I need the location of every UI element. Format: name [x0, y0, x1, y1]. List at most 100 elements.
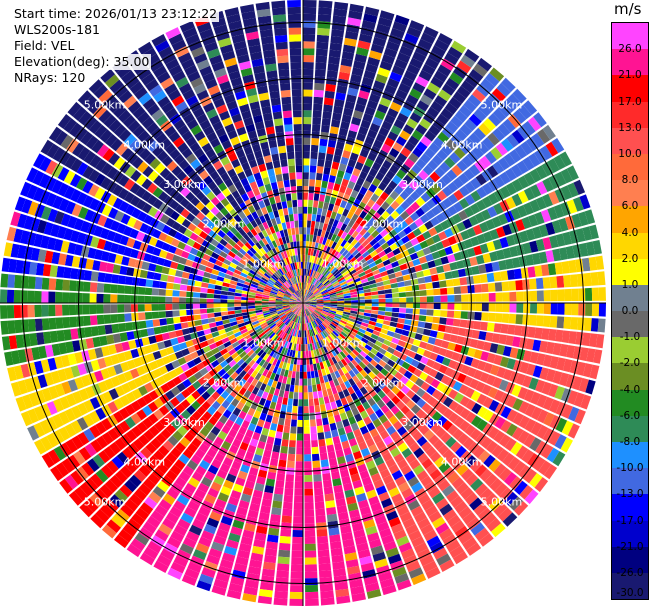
ray-gate — [275, 300, 283, 302]
ray-gate — [276, 296, 283, 299]
ray-gate — [430, 183, 442, 194]
ray-gate — [357, 419, 366, 429]
ray-gate — [97, 357, 107, 369]
ray-gate — [542, 177, 554, 192]
ray-gate — [314, 405, 321, 413]
ray-gate — [92, 454, 105, 468]
ray-gate — [409, 112, 422, 124]
ray-gate — [411, 482, 423, 493]
ray-gate — [539, 367, 550, 380]
ray-gate — [217, 405, 227, 415]
ray-gate — [232, 272, 240, 279]
ray-gate — [371, 202, 381, 212]
ray-gate — [303, 378, 308, 386]
ray-gate — [192, 241, 202, 250]
ray-gate — [312, 460, 321, 468]
ray-gate — [459, 420, 471, 432]
ray-gate — [289, 298, 297, 301]
ray-gate — [518, 415, 530, 429]
ray-gate — [378, 165, 389, 176]
ray-gate — [409, 252, 419, 261]
ray-gate — [433, 309, 441, 317]
ray-gate — [342, 418, 350, 428]
ray-gate — [286, 280, 292, 287]
ray-gate — [205, 211, 215, 221]
ray-gate — [6, 305, 15, 319]
ray-gate — [96, 304, 104, 314]
ray-gate — [403, 255, 412, 263]
ray-gate — [100, 162, 113, 176]
ray-gate — [405, 206, 415, 216]
ray-gate — [241, 300, 248, 303]
ray-gate — [303, 364, 307, 372]
ray-gate — [366, 340, 375, 348]
ray-gate — [460, 80, 475, 93]
ray-gate — [161, 332, 170, 341]
ray-gate — [145, 279, 154, 288]
ray-gate — [410, 212, 420, 222]
ray-gate — [175, 270, 183, 278]
ray-gate — [76, 162, 89, 176]
ray-gate — [311, 138, 320, 146]
ray-gate — [488, 113, 502, 127]
ray-gate — [208, 368, 218, 377]
ray-gate — [242, 343, 250, 351]
ray-gate — [441, 174, 452, 185]
ray-gate — [432, 361, 442, 371]
ray-gate — [323, 305, 331, 308]
ray-gate — [474, 312, 482, 321]
ray-gate — [461, 294, 469, 302]
ray-gate — [272, 358, 278, 366]
ray-gate — [245, 398, 253, 408]
ray-gate — [286, 264, 291, 272]
ray-gate — [170, 210, 180, 221]
ray-gate — [366, 100, 378, 110]
ray-gate — [432, 154, 444, 166]
ray-gate — [129, 474, 142, 488]
ray-gate — [292, 315, 297, 322]
ray-gate — [95, 158, 107, 172]
ray-gate — [110, 220, 120, 232]
ray-gate — [149, 84, 163, 97]
ray-gate — [336, 420, 344, 430]
ray-gate — [292, 321, 296, 329]
ray-gate — [539, 145, 553, 160]
ray-gate — [316, 172, 323, 181]
ray-gate — [165, 58, 180, 71]
ray-gate — [153, 560, 169, 573]
ray-gate — [310, 314, 316, 321]
ray-gate — [419, 118, 432, 130]
ray-gate — [304, 474, 313, 482]
ray-gate — [179, 20, 195, 33]
ray-gate — [573, 179, 586, 195]
ray-gate — [498, 467, 512, 482]
ray-gate — [217, 229, 226, 238]
ray-gate — [292, 523, 303, 531]
ray-gate — [283, 425, 290, 434]
ray-gate — [249, 289, 257, 293]
ray-gate — [439, 503, 453, 516]
ray-gate — [346, 94, 357, 104]
ray-gate — [114, 254, 124, 265]
ray-gate — [522, 350, 532, 362]
ray-gate — [261, 303, 269, 306]
ray-gate — [414, 333, 423, 341]
ray-gate — [452, 213, 462, 224]
ray-gate — [41, 206, 52, 220]
ray-gate — [474, 293, 482, 302]
ray-gate — [305, 282, 308, 290]
ray-gate — [121, 341, 131, 352]
ray-gate — [135, 507, 150, 521]
ray-gate — [300, 303, 303, 310]
ray-gate — [386, 425, 397, 436]
ray-gate — [201, 282, 209, 288]
ray-gate — [305, 337, 308, 345]
ray-gate — [14, 196, 26, 212]
ray-gate — [110, 375, 121, 387]
ray-gate — [272, 286, 279, 291]
ray-gate — [220, 311, 229, 316]
ray-gate — [148, 236, 158, 247]
ray-gate — [316, 425, 324, 433]
ray-gate — [175, 101, 188, 113]
ray-gate — [268, 297, 276, 301]
